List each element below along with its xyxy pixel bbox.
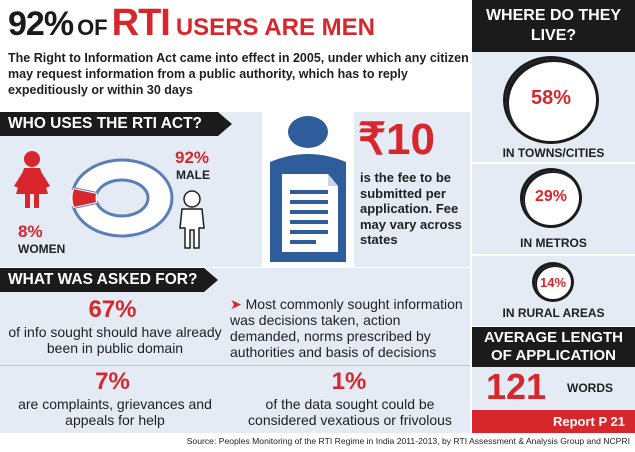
gender-donut-chart [71,158,174,238]
stat-67-text: of info sought should have already been … [8,324,222,356]
title-rti: RTI [111,2,171,44]
stat-7-text: are complaints, grievances and appeals f… [18,396,212,428]
towns-label: IN TOWNS/CITIES [502,146,605,160]
source-note: Source: Peoples Monitoring of the RTI Re… [186,436,630,446]
title-rest: USERS ARE MEN [175,14,375,41]
metros-percent: 29% [534,188,568,205]
applicant-document-icon [262,112,354,270]
rural-ring: 14% [532,262,574,302]
woman-icon [14,151,50,208]
common-info-text: ➤ Most commonly sought information was d… [230,296,468,360]
male-percent: 92% [175,148,210,167]
intro-text: The Right to Information Act came into e… [8,51,469,97]
asked-panel [0,268,470,433]
stat-1-value: 1% [331,368,367,395]
arrow-icon: ➤ [230,296,242,312]
page-title: 92% OF RTI USERS ARE MEN [8,2,470,44]
stat-7-value: 7% [95,368,130,395]
fee-amount: ₹10 [358,115,435,164]
rural-label: IN RURAL AREAS [502,306,605,320]
title-of: OF [77,15,108,40]
where-heading: WHERE DO THEY LIVE? [472,0,635,52]
title-percent: 92% [8,5,74,43]
common-info-label: Most commonly sought information was dec… [230,296,463,360]
asked-divider [0,365,470,366]
who-heading: WHO USES THE RTI ACT? [0,112,232,136]
man-icon [179,190,205,249]
towns-ring: 58% [503,56,599,144]
male-label: MALE [176,168,210,182]
report-reference: Report P 21 [472,410,635,433]
avg-length-unit: WORDS [567,381,613,395]
stat-67-value: 67% [88,296,137,323]
avg-length-value: 121 [486,366,547,407]
metros-label: IN METROS [520,236,587,250]
avg-length-heading: AVERAGE LENGTH OF APPLICATION [472,327,635,367]
fee-text: is the fee to be submitted per applicati… [360,170,462,247]
metros-ring: 29% [520,168,582,228]
female-percent: 8% [18,222,43,241]
avg-length-cell [472,367,635,410]
female-label: WOMEN [18,242,66,256]
asked-heading: WHAT WAS ASKED FOR? [0,268,218,292]
stat-1-text: of the data sought could be considered v… [248,396,452,428]
towns-percent: 58% [530,87,572,109]
rural-percent: 14% [539,275,567,290]
donut-male-slice [71,158,174,238]
donut-female-slice [71,187,98,209]
